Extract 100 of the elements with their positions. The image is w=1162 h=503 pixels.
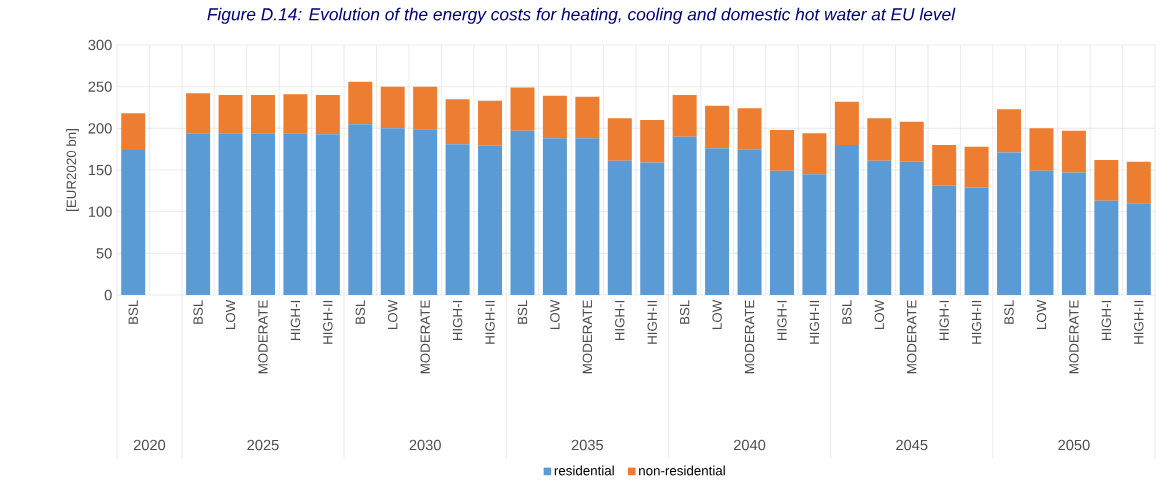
bar [997, 152, 1022, 295]
bar [834, 101, 859, 145]
x-tick-label: HIGH-II [323, 300, 333, 344]
bar [1029, 128, 1054, 171]
text: 2045 [896, 439, 928, 451]
x-tick-label: HIGH-I [1101, 300, 1112, 341]
bar [283, 94, 308, 134]
x-tick-label: HIGH-II [809, 300, 820, 344]
x-tick-label: MODERATE [420, 300, 430, 374]
bar [121, 113, 146, 150]
bar [1094, 160, 1119, 201]
bar [413, 129, 438, 295]
x-tick-label: BSL [1004, 300, 1014, 324]
bar [1094, 200, 1119, 295]
bar [510, 130, 535, 295]
bar [1126, 203, 1151, 295]
x-tick-label: LOW [712, 299, 722, 329]
bar [478, 145, 503, 295]
bar [672, 136, 697, 295]
bar [607, 118, 632, 161]
bar [802, 133, 827, 175]
bar [932, 185, 957, 295]
bar [802, 174, 827, 295]
x-tick-label: MODERATE [744, 300, 755, 374]
x-tick-label: LOW [874, 299, 885, 329]
x-tick-label: MODERATE [582, 300, 593, 374]
bar [250, 95, 275, 134]
bar [315, 134, 340, 295]
x-tick-label: LOW [1036, 299, 1047, 329]
bar [575, 96, 600, 139]
bar [867, 118, 892, 161]
bar [1061, 172, 1086, 295]
x-tick-label: HIGH-II [971, 300, 982, 344]
x-tick-label: BSL [193, 300, 203, 324]
bar [218, 95, 243, 134]
y-tick-label: 100 [88, 206, 112, 217]
bar [250, 133, 275, 295]
x-tick-label: BSL [355, 300, 365, 324]
bar [640, 120, 665, 163]
bar [737, 149, 762, 295]
bar [348, 124, 373, 295]
bar [542, 95, 567, 139]
bar [769, 130, 794, 171]
text: 2020 [133, 439, 166, 451]
x-tick-label: HIGH-I [290, 300, 301, 341]
legend-label: residential [554, 465, 614, 476]
x-tick-label: HIGH-I [615, 300, 625, 341]
bar [121, 150, 146, 295]
text: 2040 [733, 439, 766, 451]
y-axis-title: [EUR2020 bn] [66, 129, 79, 211]
bar [218, 133, 243, 295]
bar [1061, 130, 1086, 173]
x-tick-label: HIGH-II [647, 300, 657, 344]
x-tick-label: HIGH-I [939, 300, 949, 341]
y-tick-label: 300 [88, 39, 112, 51]
bar [445, 144, 470, 295]
x-tick-label: BSL [842, 300, 852, 324]
bar [834, 145, 859, 295]
text: 2030 [409, 439, 441, 451]
bar [672, 95, 697, 137]
bar [445, 99, 470, 145]
bar [899, 121, 924, 162]
y-tick-label: 50 [96, 248, 112, 259]
x-tick-label: HIGH-I [777, 300, 787, 341]
bar [964, 187, 989, 295]
bar [997, 109, 1022, 153]
y-tick-label: 200 [88, 123, 112, 134]
bar [478, 100, 503, 146]
x-tick-label: BSL [679, 300, 690, 324]
chart-title: Figure D.14: Evolution of the energy costs for heating, cooling and domestic hot water at EU level [207, 7, 956, 24]
text: 2035 [571, 439, 604, 451]
bar [575, 138, 600, 295]
x-tick-label: MODERATE [907, 300, 917, 374]
bar [315, 95, 340, 135]
bar [542, 138, 567, 295]
bar [705, 148, 730, 295]
bar [283, 133, 308, 295]
text: 2050 [1058, 439, 1090, 451]
bar [380, 128, 405, 295]
bar [186, 93, 211, 134]
bar [510, 87, 535, 131]
x-tick-label: BSL [517, 300, 528, 324]
bar [932, 145, 957, 186]
x-tick-label: HIGH-II [1134, 300, 1144, 344]
bar [899, 161, 924, 295]
bar [607, 160, 632, 295]
bar [1029, 170, 1054, 295]
x-tick-label: BSL [128, 300, 138, 324]
legend-label: non-residential [639, 465, 725, 476]
bar [705, 105, 730, 149]
y-tick-label: 150 [88, 164, 112, 176]
bar [867, 160, 892, 295]
bar [348, 81, 373, 125]
bar [413, 86, 438, 130]
bar [737, 108, 762, 150]
bar [964, 146, 989, 188]
x-tick-label: HIGH-II [485, 300, 495, 344]
x-tick-label: MODERATE [258, 300, 268, 374]
text: 2025 [247, 439, 279, 451]
bar [640, 162, 665, 295]
